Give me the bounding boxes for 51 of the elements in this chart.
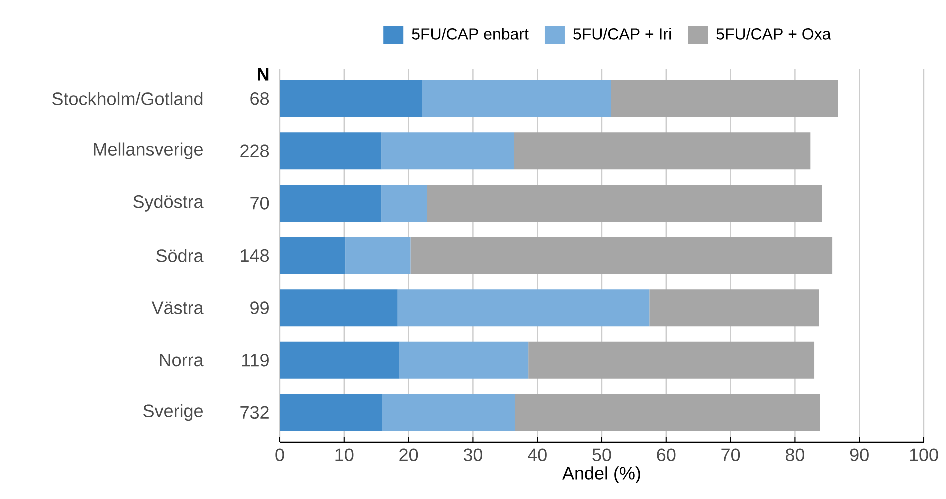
x-tick-label: 80	[786, 448, 805, 462]
x-tick-label: 50	[592, 448, 612, 462]
bar	[280, 132, 382, 170]
legend-label: 5FU/CAP enbart	[412, 28, 529, 40]
y-tick-label: Stockholm/Gotland	[52, 92, 203, 106]
text: N	[258, 68, 269, 81]
bar	[382, 394, 516, 432]
text: 70	[250, 197, 270, 210]
bar	[528, 342, 815, 379]
x-axis-title: Andel (%)	[562, 466, 640, 484]
x-tick-label: 90	[850, 448, 869, 462]
bar	[398, 290, 650, 327]
bar	[427, 184, 822, 222]
y-tick-label: Sverige	[144, 404, 203, 422]
legend-label: 5FU/CAP + Iri	[574, 28, 672, 40]
bar	[514, 132, 811, 170]
bar	[382, 184, 428, 222]
bar	[346, 237, 411, 274]
bar	[280, 80, 422, 118]
text: 228	[240, 144, 270, 158]
bar	[382, 132, 514, 170]
bar	[422, 80, 612, 118]
y-tick-label: Norra	[160, 354, 204, 367]
bar	[280, 394, 382, 432]
bar	[280, 184, 382, 222]
x-tick-label: 10	[336, 448, 354, 462]
bar	[650, 290, 820, 327]
x-tick-label: 40	[528, 448, 547, 462]
bar	[400, 342, 529, 379]
bar	[280, 237, 346, 274]
text: 732	[240, 406, 269, 420]
bar	[410, 237, 833, 274]
x-tick-label: 30	[464, 448, 483, 462]
x-tick-label: 20	[400, 448, 418, 462]
bar	[280, 290, 398, 327]
bar	[280, 342, 400, 379]
text: 148	[241, 249, 270, 262]
text: 119	[242, 354, 269, 367]
y-tick-label: Mellansverige	[94, 142, 203, 160]
x-tick-label: 70	[722, 448, 740, 462]
bar	[515, 394, 820, 432]
text: 99	[250, 302, 269, 314]
y-tick-label: Södra	[156, 249, 204, 262]
legend-label: 5FU/CAP + Oxa	[716, 28, 832, 40]
x-tick-label: 0	[276, 448, 284, 462]
y-tick-label: Västra	[152, 302, 204, 314]
text: 68	[250, 92, 270, 106]
x-tick-label: 60	[657, 448, 676, 462]
y-tick-label: Sydöstra	[134, 195, 204, 212]
x-tick-label: 100	[910, 448, 938, 462]
bar	[611, 80, 838, 118]
